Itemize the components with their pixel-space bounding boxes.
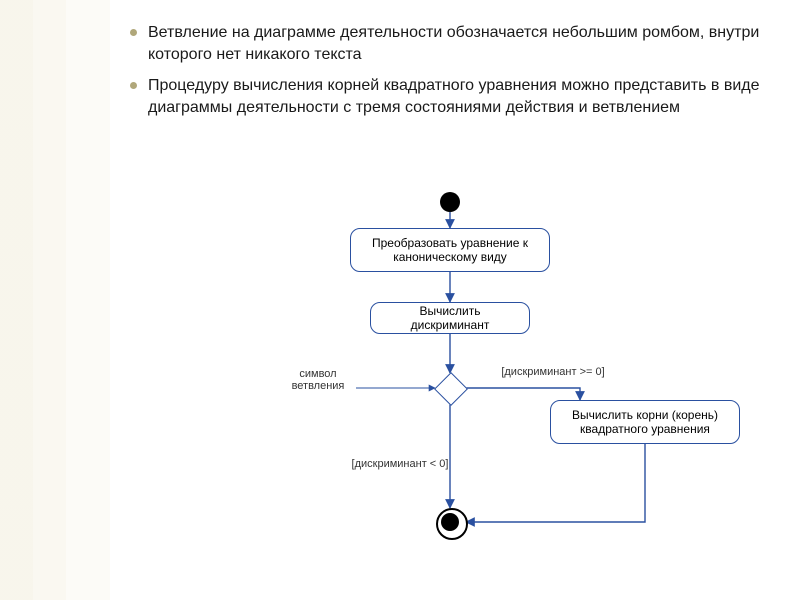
edge (465, 388, 580, 400)
node-label: Вычислить дискриминант (381, 304, 519, 332)
label-branch-symbol: символ ветвления (278, 368, 358, 392)
node-label: Вычислить корни (корень) квадратного ура… (561, 408, 729, 436)
activity-node-discriminant: Вычислить дискриминант (370, 302, 530, 334)
bullet-item: Процедуру вычисления корней квадратного … (130, 75, 770, 118)
bullet-list: Ветвление на диаграмме деятельности обоз… (130, 22, 770, 118)
activity-node-roots: Вычислить корни (корень) квадратного ура… (550, 400, 740, 444)
guard-ge-zero: [дискриминант >= 0] (488, 366, 618, 378)
node-label: Преобразовать уравнение к каноническому … (361, 236, 539, 264)
initial-node (440, 192, 460, 212)
guard-lt-zero: [дискриминант < 0] (340, 458, 460, 470)
activity-node-transform: Преобразовать уравнение к каноническому … (350, 228, 550, 272)
bullet-item: Ветвление на диаграмме деятельности обоз… (130, 22, 770, 65)
bullet-list-container: Ветвление на диаграмме деятельности обоз… (130, 22, 770, 128)
final-node-inner (441, 513, 459, 531)
slide: Ветвление на диаграмме деятельности обоз… (0, 0, 800, 600)
activity-diagram: Преобразовать уравнение к каноническому … (120, 190, 770, 590)
edge (466, 444, 645, 522)
